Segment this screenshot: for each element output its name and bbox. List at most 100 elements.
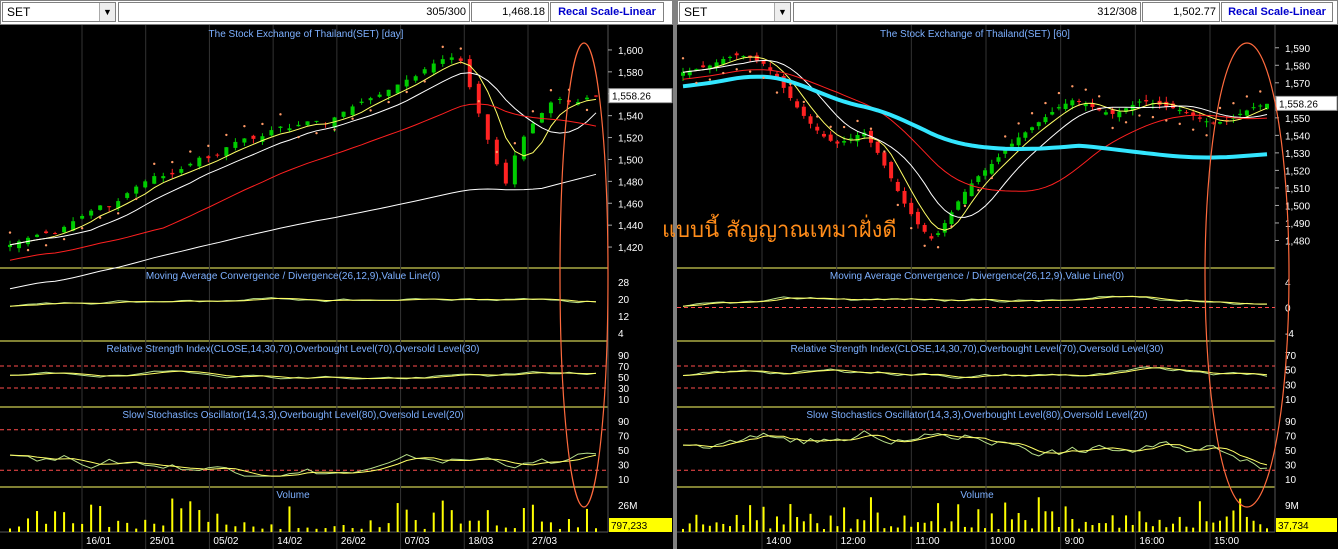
volume-bar <box>72 523 75 532</box>
candle-body <box>296 124 301 127</box>
candle-body <box>956 201 961 210</box>
sar-dot <box>1178 122 1181 126</box>
rsi-title: Relative Strength Index(CLOSE,14,30,70),… <box>791 344 1164 355</box>
left-chart-panel: SET ▼ 305/300 1,468.18 Recal Scale-Linea… <box>0 0 673 549</box>
price-tick-label: 1,510 <box>1285 184 1310 195</box>
oscillator-tick-label: 70 <box>618 432 630 443</box>
candle-body <box>889 162 894 179</box>
volume-bar <box>423 528 426 532</box>
volume-bar <box>762 506 765 532</box>
volume-bar <box>207 521 210 532</box>
candle-body <box>1030 127 1035 131</box>
volume-bar <box>378 527 381 532</box>
volume-bar <box>126 522 129 532</box>
candle-body <box>8 244 12 248</box>
price-tick-label: 1,550 <box>1285 114 1310 125</box>
candle-body <box>942 223 947 233</box>
candle-body <box>1204 121 1209 123</box>
volume-tick-label: 9M <box>1285 501 1299 512</box>
sar-dot <box>585 108 589 112</box>
volume-bar <box>1151 526 1154 532</box>
left-chart-svg[interactable]: The Stock Exchange of Thailand(SET) [day… <box>0 25 673 549</box>
volume-bar <box>1239 498 1242 532</box>
volume-bar <box>9 528 11 532</box>
volume-bar <box>1064 506 1067 532</box>
panel-divider[interactable] <box>673 0 677 549</box>
sar-dot <box>1138 114 1141 117</box>
oscillator-tick-label: 70 <box>1285 432 1297 443</box>
candle-body <box>1056 107 1061 109</box>
volume-bar <box>903 515 906 532</box>
candle-body <box>161 176 166 179</box>
candle-body <box>754 55 759 61</box>
right-recal-scale-button[interactable]: Recal Scale-Linear <box>1221 2 1333 22</box>
left-symbol-select[interactable]: SET ▼ <box>2 2 116 22</box>
volume-bar <box>522 508 525 532</box>
candle-body <box>143 181 148 188</box>
oscillator-tick-label: 28 <box>618 278 630 289</box>
oscillator-tick-label: 30 <box>618 384 630 395</box>
volume-bar <box>1031 528 1034 532</box>
volume-bar <box>576 527 579 532</box>
price-tick-label: 1,500 <box>1285 201 1310 212</box>
price-tag-value: 1,558.26 <box>1279 99 1318 110</box>
candle-body <box>848 138 853 140</box>
candle-body <box>251 135 256 139</box>
sar-dot <box>842 125 846 129</box>
candle-body <box>476 83 481 114</box>
x-axis-label: 27/03 <box>532 536 557 547</box>
candle-body <box>377 94 382 97</box>
candle-body <box>687 70 692 76</box>
sar-dot <box>1084 88 1087 91</box>
chevron-down-icon[interactable]: ▼ <box>774 3 790 21</box>
candle-body <box>1191 112 1196 116</box>
sar-dot <box>950 225 953 228</box>
oscillator-tick-label: 12 <box>618 312 630 323</box>
volume-bar <box>1024 520 1027 532</box>
sar-dot <box>963 204 967 208</box>
oscillator-line <box>9 452 597 477</box>
volume-bar <box>360 528 363 532</box>
oscillator-tick-label: 10 <box>1285 475 1297 486</box>
volume-bar <box>108 526 111 532</box>
candle-body <box>125 193 130 198</box>
candle-body <box>1218 122 1223 124</box>
volume-bar <box>1266 528 1268 532</box>
price-tick-label: 1,440 <box>618 221 643 232</box>
candle-body <box>681 72 685 76</box>
sar-dot <box>722 71 725 75</box>
volume-bar <box>288 506 291 532</box>
ma-fast-line <box>682 56 1268 231</box>
x-axis-label: 16/01 <box>86 536 111 547</box>
candle-body <box>929 236 934 239</box>
oscillator-line <box>682 430 1268 470</box>
left-recal-scale-button[interactable]: Recal Scale-Linear <box>550 2 664 22</box>
volume-bar <box>816 523 819 532</box>
sar-dot <box>135 197 138 201</box>
sar-dot <box>549 89 553 92</box>
sar-dot <box>1205 134 1208 137</box>
right-symbol-select[interactable]: SET ▼ <box>679 2 791 22</box>
volume-bar <box>863 520 866 532</box>
candle-body <box>821 133 826 137</box>
candle-body <box>215 154 220 156</box>
candle-body <box>62 226 67 233</box>
candle-body <box>1164 101 1169 107</box>
sar-dot <box>1259 90 1262 93</box>
volume-bar <box>876 512 879 532</box>
right-symbol-value: SET <box>684 5 708 19</box>
price-tick-label: 1,520 <box>618 134 643 145</box>
chevron-down-icon[interactable]: ▼ <box>99 3 115 21</box>
volume-bar <box>1078 528 1081 532</box>
volume-bar <box>1219 520 1222 532</box>
sar-dot <box>243 124 246 128</box>
oscillator-tick-label: 30 <box>618 461 630 472</box>
candle-body <box>1083 103 1088 107</box>
volume-bar <box>144 519 147 532</box>
rsi-title: Relative Strength Index(CLOSE,14,30,70),… <box>107 344 480 355</box>
candle-body <box>862 132 867 137</box>
sar-dot <box>1057 91 1061 95</box>
price-tick-label: 1,570 <box>1285 79 1310 90</box>
volume-bar <box>749 505 752 532</box>
right-chart-svg[interactable]: The Stock Exchange of Thailand(SET) [60]… <box>677 25 1338 549</box>
